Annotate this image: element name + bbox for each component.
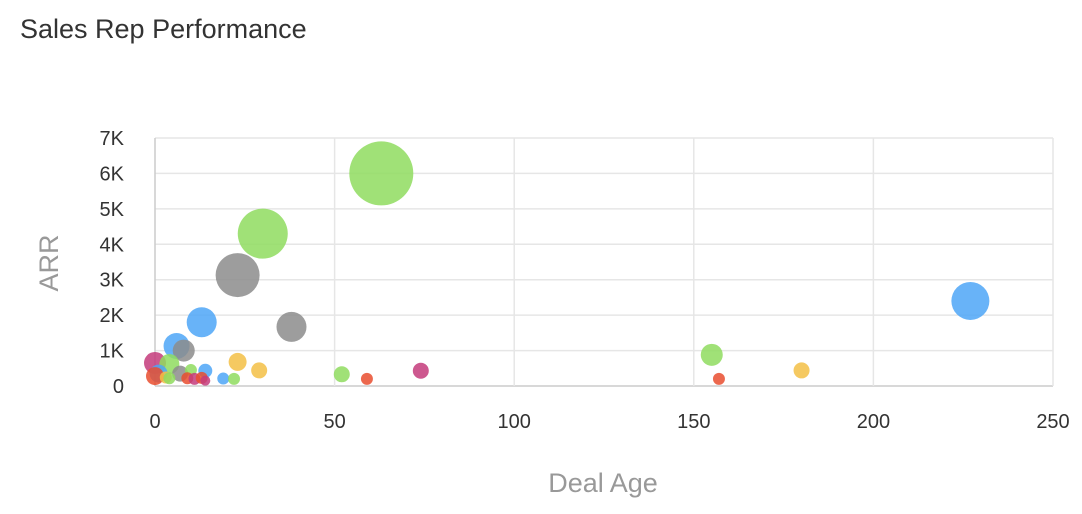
x-axis-title: Deal Age (548, 468, 658, 498)
bubble-point[interactable] (700, 343, 723, 366)
bubble-point[interactable] (712, 372, 725, 385)
bubble-point[interactable] (237, 208, 288, 259)
x-tick-label: 250 (1036, 411, 1069, 433)
y-tick-label: 6K (100, 163, 125, 185)
bubble-point[interactable] (360, 372, 373, 385)
bubble-point[interactable] (951, 281, 990, 320)
bubble-point[interactable] (215, 253, 260, 298)
bubble-point[interactable] (186, 307, 217, 338)
data-points (144, 141, 990, 386)
y-tick-label: 2K (100, 305, 125, 327)
bubble-point[interactable] (200, 375, 211, 386)
bubble-point[interactable] (146, 367, 164, 386)
bubble-point[interactable] (228, 352, 247, 371)
grid (154, 137, 1054, 387)
y-tick-label: 5K (100, 199, 125, 221)
bubble-point[interactable] (276, 311, 307, 342)
bubble-point[interactable] (228, 372, 241, 385)
y-tick-label: 0 (113, 376, 124, 398)
bubble-point[interactable] (172, 339, 195, 362)
bubble-point[interactable] (251, 362, 268, 379)
tick-labels: 0 1K 2K 3K 4K 5K 6K 7K 0 50 100 150 200 250 (100, 128, 1070, 433)
y-axis-title: ARR (34, 234, 64, 291)
y-tick-label: 3K (100, 270, 125, 292)
y-tick-label: 7K (100, 128, 125, 150)
y-tick-label: 4K (100, 234, 125, 256)
bubble-point[interactable] (412, 362, 429, 379)
bubble-point[interactable] (793, 362, 810, 379)
x-tick-label: 0 (149, 411, 160, 433)
x-tick-label: 100 (498, 411, 531, 433)
x-tick-label: 200 (857, 411, 890, 433)
y-tick-label: 1K (100, 341, 125, 363)
x-tick-label: 150 (677, 411, 710, 433)
bubble-point[interactable] (217, 372, 230, 385)
bubble-point[interactable] (163, 372, 176, 385)
x-tick-label: 50 (323, 411, 345, 433)
chart-title: Sales Rep Performance (20, 14, 307, 44)
bubble-point[interactable] (349, 141, 414, 206)
bubble-point[interactable] (333, 366, 350, 383)
